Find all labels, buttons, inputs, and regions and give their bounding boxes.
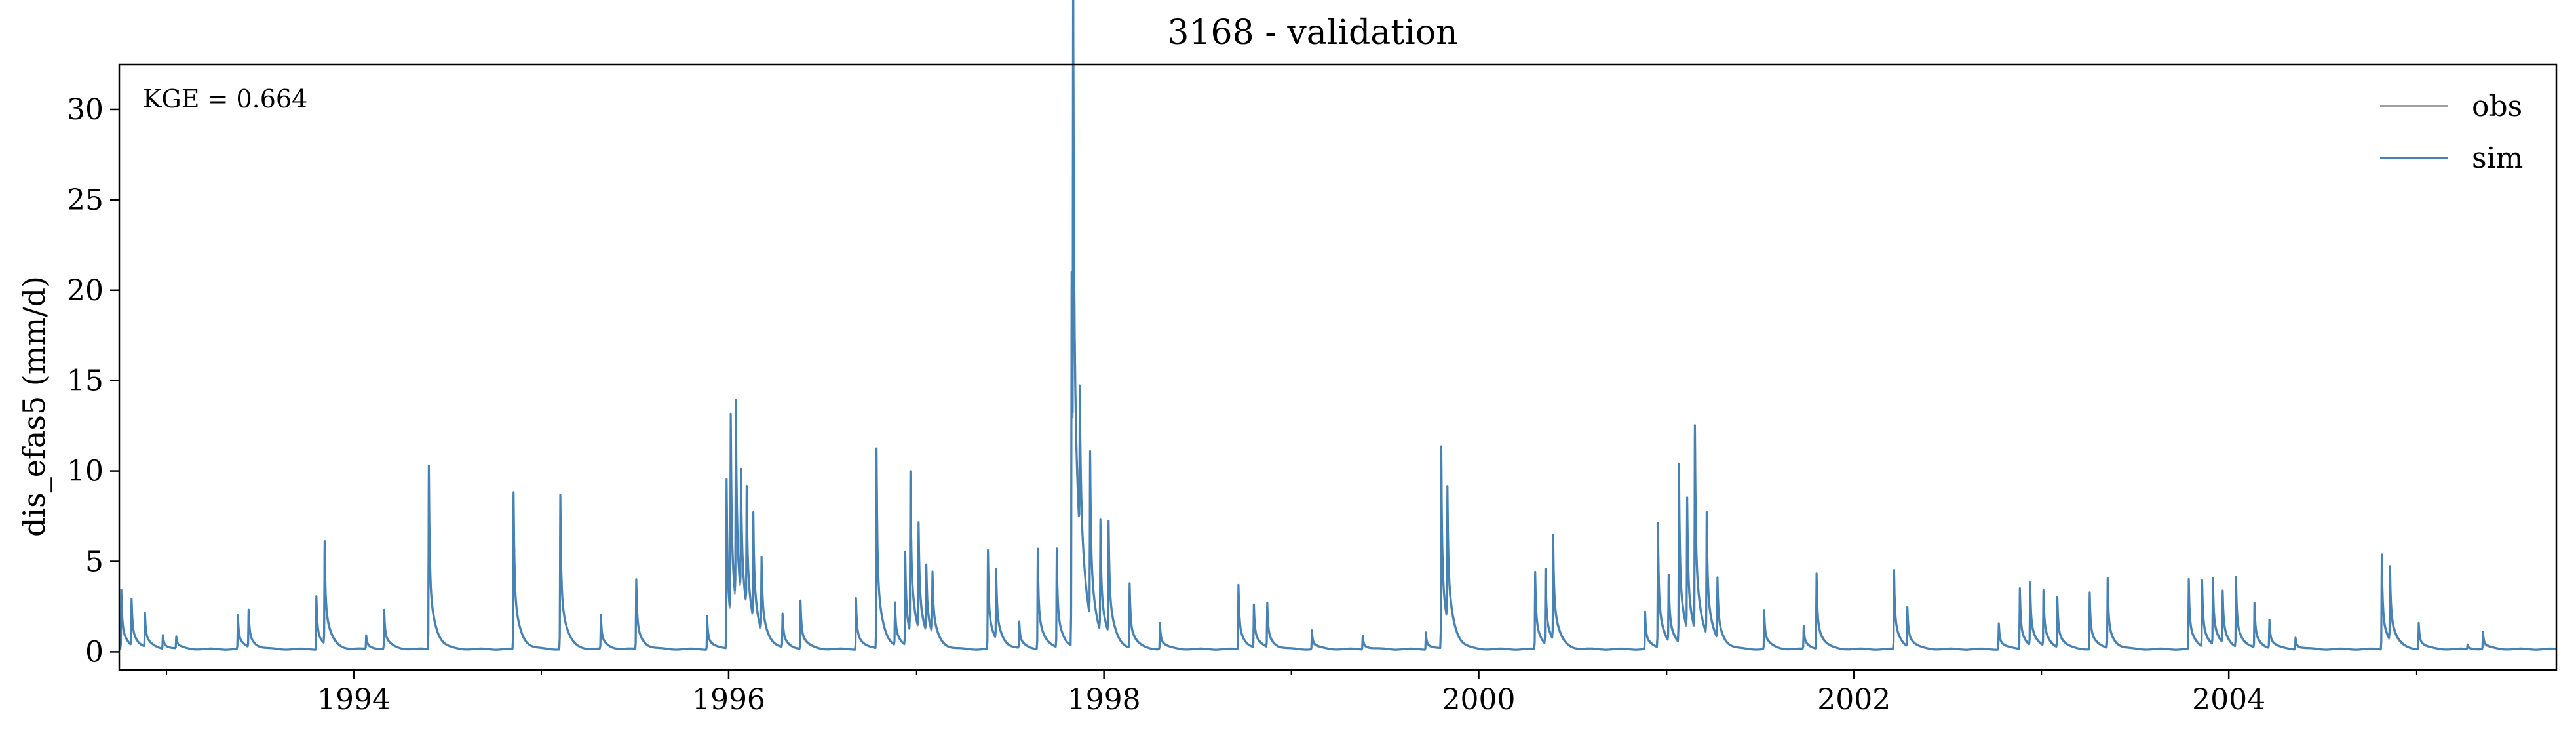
y-axis-ticks: 0 5 10 15 20 25 30 [67, 93, 119, 669]
plot-series-group [119, 0, 2557, 651]
y-tick-label: 10 [67, 455, 104, 488]
x-tick-label: 1996 [692, 683, 765, 716]
y-tick-label: 25 [67, 184, 104, 217]
x-tick-label: 2000 [1442, 683, 1516, 716]
x-tick-label: 2002 [1817, 683, 1891, 716]
x-tick-label: 2004 [2192, 683, 2265, 716]
y-tick-label: 15 [67, 364, 104, 398]
x-tick-label: 1998 [1067, 683, 1141, 716]
x-tick-label: 1994 [317, 683, 391, 716]
plot-frame [118, 63, 2558, 671]
legend-sim-label: sim [2472, 142, 2523, 175]
legend-obs-label: obs [2472, 90, 2522, 123]
legend: obs sim [2380, 90, 2523, 175]
y-tick-label: 5 [85, 545, 104, 579]
series-line-obs [119, 0, 2557, 651]
series-line-sim [119, 0, 2557, 651]
x-axis-ticks: 1994 1996 1998 2000 2002 2004 [166, 670, 2417, 716]
y-tick-label: 0 [85, 635, 104, 669]
kge-annotation: KGE = 0.664 [143, 85, 307, 113]
y-tick-label: 30 [67, 93, 104, 127]
chart-title: 3168 - validation [1167, 13, 1457, 52]
y-axis-label: dis_efas5 (mm/d) [16, 276, 52, 537]
y-tick-label: 20 [67, 274, 104, 307]
